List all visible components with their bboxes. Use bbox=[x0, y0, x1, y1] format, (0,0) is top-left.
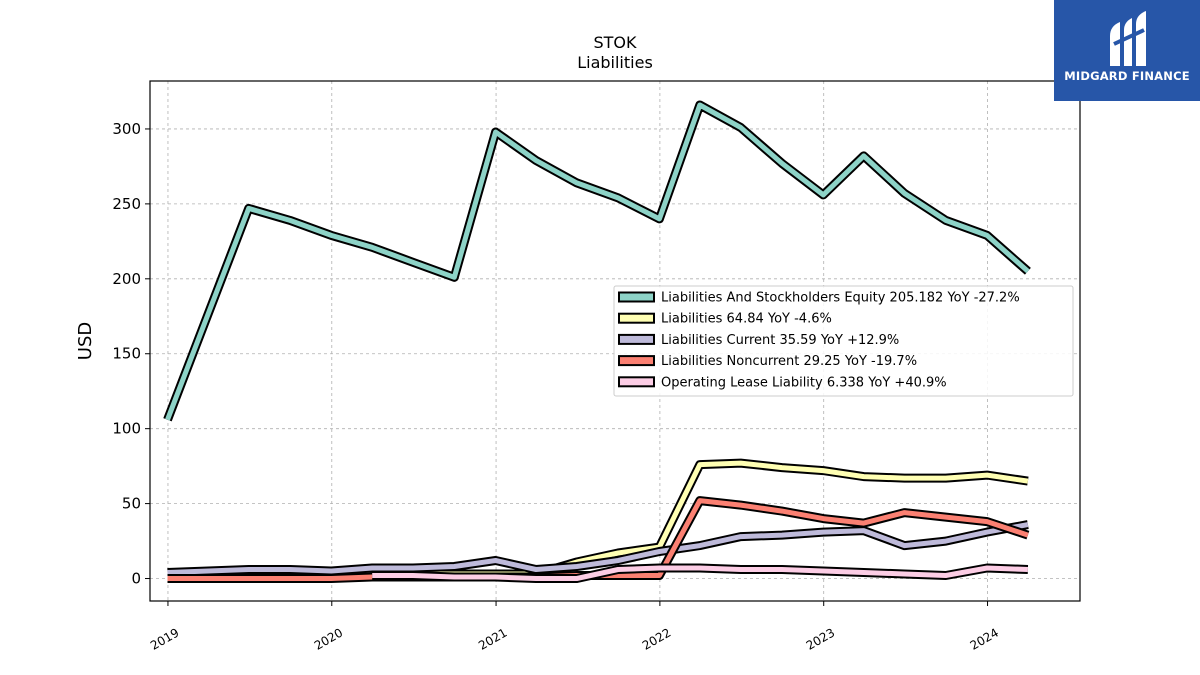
y-tick-label: 200 bbox=[112, 270, 141, 288]
x-tick-label: 2020 bbox=[312, 625, 345, 652]
series-line-3 bbox=[167, 498, 1029, 581]
x-tick-label: 2023 bbox=[804, 625, 837, 652]
legend-swatch bbox=[618, 291, 655, 303]
legend-swatch bbox=[618, 355, 655, 367]
legend-label: Liabilities Noncurrent 29.25 YoY -19.7% bbox=[661, 354, 917, 369]
legend-label: Liabilities And Stockholders Equity 205.… bbox=[661, 291, 1020, 306]
y-tick-label: 300 bbox=[112, 120, 141, 138]
legend-box bbox=[613, 285, 1074, 397]
series-layer bbox=[163, 100, 1031, 583]
brand-mark-icon bbox=[1110, 11, 1146, 66]
brand-logo: MIDGARD FINANCE bbox=[1054, 0, 1200, 101]
legend-swatch bbox=[618, 312, 655, 324]
chart-title: STOK bbox=[593, 33, 637, 52]
brand-name: MIDGARD FINANCE bbox=[1064, 69, 1190, 83]
y-tick-label: 50 bbox=[122, 495, 141, 513]
legend-label: Liabilities 64.84 YoY -4.6% bbox=[661, 312, 832, 327]
y-axis-label: USD bbox=[75, 322, 96, 360]
legend-label: Liabilities Current 35.59 YoY +12.9% bbox=[661, 333, 899, 348]
y-tick-label: 0 bbox=[131, 570, 141, 588]
x-tick-label: 2024 bbox=[968, 625, 1001, 652]
x-tick-label: 2021 bbox=[476, 625, 509, 652]
y-axis-ticks: 0 50 100 150 200 250 300 bbox=[112, 120, 150, 588]
series-line-2 bbox=[167, 522, 1029, 575]
series-line-4 bbox=[372, 565, 1028, 581]
y-tick-label: 100 bbox=[112, 420, 141, 438]
x-tick-label: 2019 bbox=[148, 625, 181, 652]
plot-frame bbox=[149, 80, 1081, 602]
legend-swatch bbox=[618, 333, 655, 345]
y-tick-label: 250 bbox=[112, 195, 141, 213]
legend: Liabilities And Stockholders Equity 205.… bbox=[613, 285, 1074, 397]
legend-label: Operating Lease Liability 6.338 YoY +40.… bbox=[661, 375, 947, 390]
y-tick-label: 150 bbox=[112, 345, 141, 363]
x-tick-label: 2022 bbox=[640, 625, 673, 652]
series-line-0 bbox=[165, 102, 1030, 421]
x-axis-ticks: 2019 2020 2021 2022 2023 2024 bbox=[148, 601, 1001, 653]
chart-subtitle: Liabilities bbox=[577, 53, 653, 72]
legend-swatch bbox=[618, 376, 655, 388]
